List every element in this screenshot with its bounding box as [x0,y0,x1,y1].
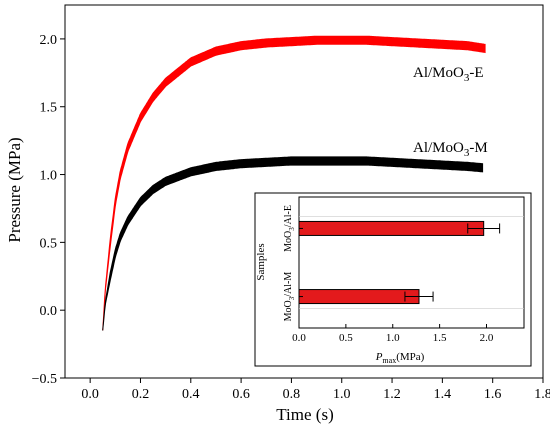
y-tick-label: 0.5 [40,236,58,251]
y-tick-label: −0.5 [32,372,57,387]
x-tick-label: 0.6 [232,387,250,402]
x-tick-label: 0.8 [283,387,301,402]
inset-y-axis-label: Samples [255,243,267,280]
y-tick-label: 1.0 [40,169,58,184]
inset-bar-e [298,220,485,236]
inset-x-tick-label: 1.0 [386,332,400,344]
x-tick-label: 1.4 [434,387,452,402]
y-tick-label: 1.5 [40,101,58,116]
inset-category-main: MoO [283,231,294,252]
inset-x-axis-label: Pmax(MPa) [375,351,425,365]
inset-category-label: MoO3/Al-E [283,205,296,252]
series-band-e [102,35,486,331]
inset-x-tick-label: 0.5 [339,332,353,344]
x-tick-label: 0.2 [132,387,150,402]
series-label-m: Al/MoO3-M [413,140,488,159]
inset-category-sub: 3 [288,296,296,300]
x-axis-label: Time (s) [276,405,333,424]
inset-category-sub: 3 [288,227,296,231]
y-tick-label: 2.0 [40,33,58,48]
inset-x-tick-label: 0.0 [292,332,306,344]
inset-x-tick-label: 2.0 [480,332,494,344]
x-tick-label: 1.0 [333,387,351,402]
inset-bar-m [298,289,420,305]
x-tick-label: 0.4 [182,387,200,402]
x-tick-label: 1.2 [383,387,401,402]
inset-category-main: MoO [283,300,294,321]
series-label-e: Al/MoO3-E [413,65,484,84]
x-tick-label: 1.8 [534,387,550,402]
y-tick-label: 0.0 [40,304,58,319]
main-plot-frame [64,4,544,379]
inset-category-rest: /Al-E [283,205,294,227]
x-tick-label: 1.6 [484,387,502,402]
inset-category-label: MoO3/Al-M [283,272,296,322]
series-band-m [102,156,484,331]
x-tick-label: 0.0 [81,387,99,402]
series-layer [102,35,486,331]
inset-category-rest: /Al-M [283,272,294,297]
inset-plot-frame [298,196,525,329]
inset-x-tick-label: 1.5 [433,332,447,344]
main-axis-ticks: 0.0 0.2 0.4 0.6 0.8 1.0 1.2 1.4 1.6 1.8 −0.5 0.0 0.5… [32,33,550,402]
y-axis-label: Pressure (MPa) [5,137,24,242]
